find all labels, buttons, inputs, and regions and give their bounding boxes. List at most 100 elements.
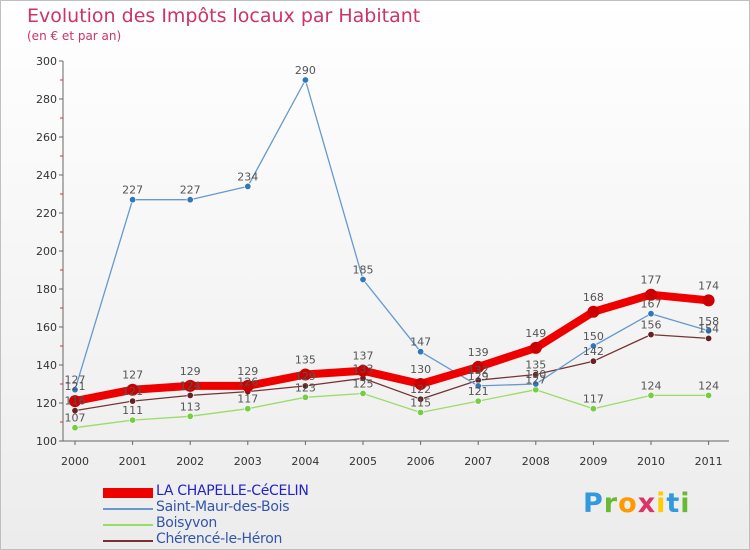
- y-tick-label: 160: [36, 321, 57, 334]
- y-tick-label: 140: [36, 359, 57, 372]
- data-label: 107: [65, 412, 86, 425]
- data-label: 122: [410, 383, 431, 396]
- data-label: 117: [583, 393, 604, 406]
- x-axis-ticks: 2000 2001 2002 2003 2004 2005 2006 2007 2008 2009…: [61, 441, 723, 468]
- y-axis-ticks: 100 120 140 160 180 200 220 240 260 280 300: [36, 55, 63, 448]
- data-point: [129, 397, 137, 405]
- data-label: 115: [410, 397, 431, 410]
- data-label: 121: [468, 385, 489, 398]
- series-line: [74, 333, 710, 412]
- data-label: 116: [65, 395, 86, 408]
- data-point: [529, 341, 542, 354]
- data-label: 126: [237, 376, 258, 389]
- data-point: [472, 360, 485, 373]
- logo-letter: P: [583, 488, 604, 519]
- data-label: 129: [468, 370, 489, 383]
- data-label: 290: [295, 64, 316, 77]
- data-label: 227: [122, 184, 143, 197]
- logo-letter: i: [680, 488, 691, 519]
- data-point: [69, 395, 81, 408]
- data-label: 177: [641, 274, 662, 287]
- legend-label: Boisyvon: [156, 515, 217, 531]
- y-tick-label: 180: [36, 283, 57, 296]
- x-tick-label: 2002: [176, 455, 204, 468]
- x-tick-label: 2008: [522, 455, 550, 468]
- data-point: [71, 386, 79, 394]
- data-point: [184, 379, 197, 392]
- data-point: [645, 288, 657, 301]
- data-label: 129: [295, 370, 316, 383]
- data-point: [357, 364, 369, 377]
- y-tick-label: 280: [36, 93, 57, 106]
- data-label: 121: [65, 380, 86, 393]
- legend-label: Saint-Maur-des-Bois: [156, 499, 290, 515]
- data-label: 127: [65, 374, 86, 387]
- data-point: [647, 391, 655, 399]
- data-point: [647, 331, 655, 339]
- data-label: 227: [180, 184, 201, 197]
- y-tick-label: 300: [36, 55, 57, 68]
- data-point: [129, 196, 137, 204]
- series-line: [71, 290, 713, 406]
- series-layer: [69, 76, 715, 432]
- data-point: [417, 395, 425, 403]
- data-point: [589, 342, 597, 350]
- y-tick-label: 260: [36, 131, 57, 144]
- data-label: 123: [295, 381, 316, 394]
- data-label: 124: [641, 379, 662, 392]
- data-point: [705, 327, 713, 335]
- data-label: 130: [410, 363, 431, 376]
- x-tick-label: 2000: [61, 455, 89, 468]
- y-tick-label: 120: [36, 397, 57, 410]
- y-tick-label: 100: [36, 435, 57, 448]
- data-point: [702, 294, 715, 307]
- data-label: 156: [641, 319, 662, 332]
- data-label: 111: [122, 404, 143, 417]
- data-point: [71, 424, 79, 432]
- x-tick-label: 2009: [579, 455, 607, 468]
- data-point: [532, 370, 540, 378]
- data-label: 127: [122, 369, 143, 382]
- data-label: 158: [698, 315, 719, 328]
- data-label: 130: [525, 368, 546, 381]
- data-label: 135: [295, 354, 316, 367]
- data-point: [647, 310, 655, 318]
- series-line: [74, 389, 710, 429]
- data-label: 117: [237, 393, 258, 406]
- data-point: [301, 382, 309, 390]
- data-label: 147: [410, 336, 431, 349]
- data-point: [589, 357, 597, 365]
- data-label: 124: [180, 379, 201, 392]
- data-point: [71, 407, 79, 415]
- legend-label: LA CHAPELLE-CéCELIN: [156, 483, 309, 499]
- legend-swatch: [103, 524, 153, 526]
- chart-title: Evolution des Impôts locaux par Habitant: [27, 5, 421, 27]
- data-point: [359, 275, 367, 283]
- logo-letter: i: [656, 488, 667, 519]
- data-point: [244, 182, 252, 190]
- data-label: 129: [180, 365, 201, 378]
- logo-letter: x: [637, 488, 657, 519]
- data-label: 125: [353, 378, 374, 391]
- x-tick-label: 2003: [234, 455, 262, 468]
- x-tick-label: 2005: [349, 455, 377, 468]
- data-point: [186, 412, 194, 420]
- data-point: [417, 408, 425, 416]
- data-point: [126, 383, 139, 396]
- data-label: 139: [468, 346, 489, 359]
- data-label: 150: [583, 330, 604, 343]
- data-label: 154: [698, 322, 719, 335]
- x-tick-label: 2004: [291, 455, 319, 468]
- data-label: 149: [525, 327, 546, 340]
- logo-letter: r: [603, 488, 619, 519]
- logo-letter: o: [618, 488, 638, 519]
- data-label: 168: [583, 291, 604, 304]
- legend-swatch: [103, 488, 153, 498]
- x-tick-label: 2011: [695, 455, 723, 468]
- data-point: [186, 196, 194, 204]
- logo-letter: t: [666, 488, 681, 519]
- data-label: 142: [583, 345, 604, 358]
- x-tick-label: 2010: [637, 455, 665, 468]
